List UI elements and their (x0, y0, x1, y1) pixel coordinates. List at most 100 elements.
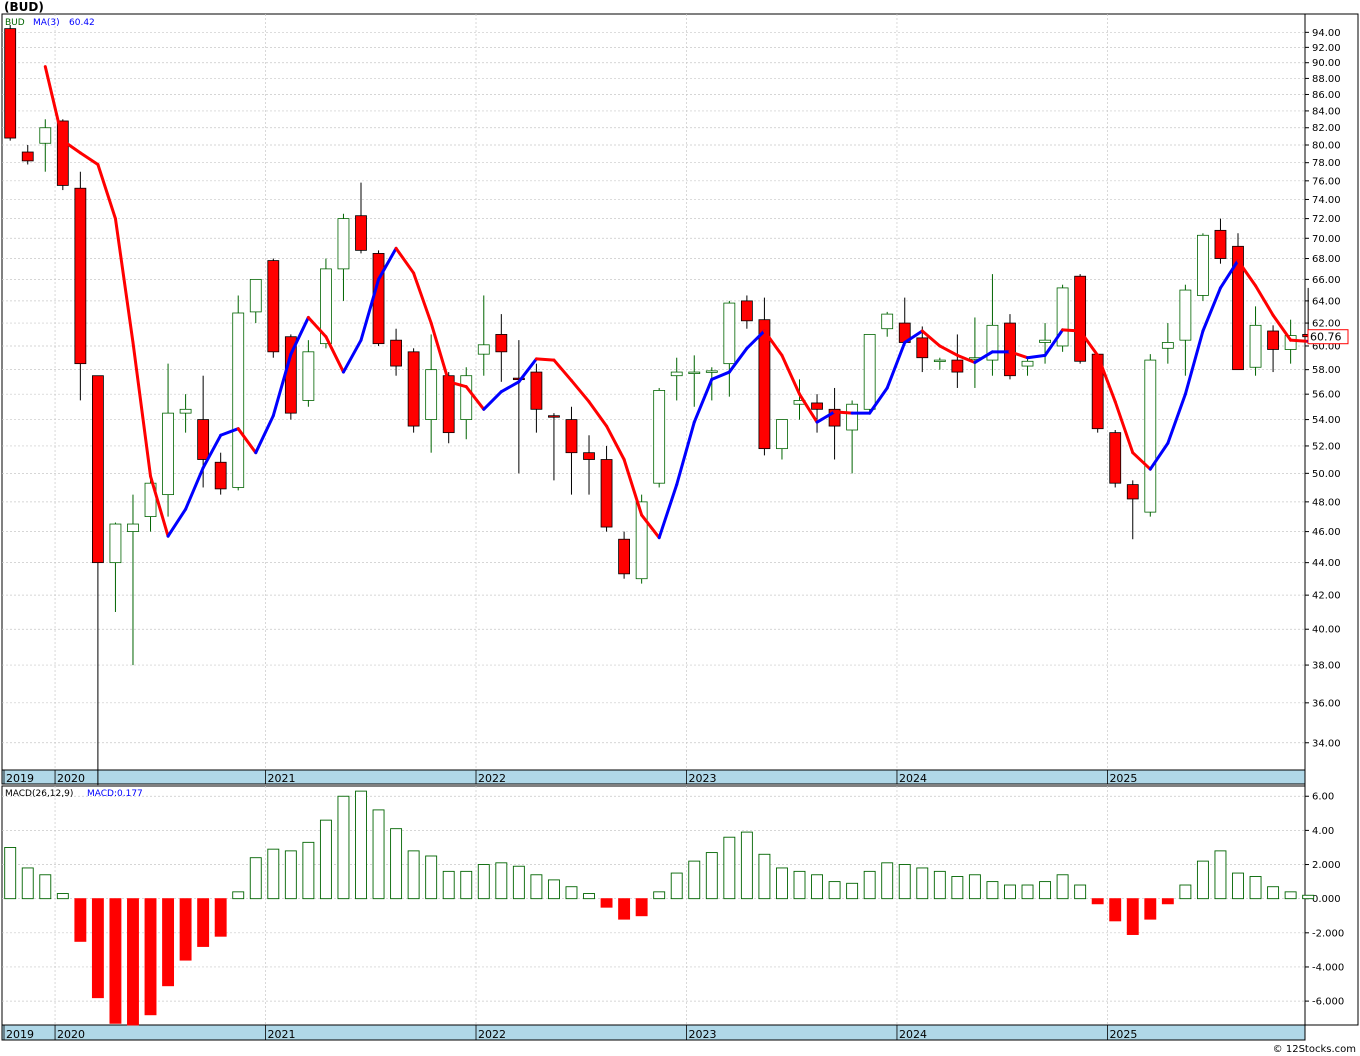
candle-up (705, 370, 718, 373)
macd-bar-positive (21, 867, 34, 900)
year-tick-label: 2022 (478, 1028, 506, 1041)
price-tick-label: 86.00 (1312, 90, 1341, 101)
price-tick-label: 50.00 (1312, 469, 1341, 480)
price-tick-label: 54.00 (1312, 415, 1341, 426)
macd-bar-negative (618, 898, 631, 920)
macd-bar-negative (1126, 898, 1139, 935)
macd-bar-positive (337, 795, 350, 900)
ma-segment (1236, 259, 1258, 288)
macd-bar-positive (56, 893, 69, 900)
candle-down (1074, 275, 1087, 362)
price-tick-label: 92.00 (1312, 43, 1341, 54)
macd-bar-positive (670, 872, 683, 900)
candle-down (740, 300, 753, 322)
candle-up (232, 312, 245, 488)
macd-bar-positive (547, 879, 560, 900)
candle-down (1109, 432, 1122, 484)
price-tick-label: 72.00 (1312, 214, 1341, 225)
price-tick-label: 80.00 (1312, 140, 1341, 151)
macd-bar-positive (355, 790, 367, 900)
ma-segment (1061, 328, 1082, 333)
macd-bar-negative (1161, 898, 1174, 905)
candle-up (1179, 289, 1192, 341)
candle-up (179, 408, 192, 414)
candle-down (1232, 245, 1244, 371)
macd-bar-positive (968, 874, 981, 900)
price-tick-label: 74.00 (1312, 195, 1341, 206)
ma-segment (640, 513, 661, 540)
candle-down (828, 408, 841, 427)
macd-bar-positive (284, 850, 297, 900)
candle-down (495, 334, 508, 353)
ma-segment (289, 315, 310, 356)
macd-bar-positive (705, 852, 718, 900)
price-tick-label: 36.00 (1312, 698, 1341, 709)
macd-tick-label: 2.000 (1312, 860, 1341, 871)
macd-bar-positive (776, 867, 788, 900)
price-tick-label: 52.00 (1312, 441, 1341, 452)
macd-bar-positive (390, 828, 403, 900)
ma-segment (798, 392, 819, 424)
macd-bar-positive (39, 874, 52, 900)
ma-segment (1201, 286, 1222, 333)
candle-up (109, 523, 122, 564)
macd-bar-positive (740, 831, 753, 900)
candle-down (92, 375, 104, 564)
ma-segment (534, 357, 556, 362)
ma-segment (201, 433, 223, 470)
legend-macd-value: MACD:0.177 (87, 789, 143, 799)
macd-bar-positive (916, 867, 929, 900)
price-tick-label: 82.00 (1312, 123, 1341, 134)
ma-segment (166, 507, 188, 538)
macd-bar-negative (179, 898, 192, 961)
ma-segment (306, 315, 328, 339)
legend-ticker: BUD (5, 18, 25, 28)
candle-up (460, 375, 473, 420)
candle-up (39, 127, 52, 144)
macd-bar-positive (863, 870, 876, 900)
price-tick-label: 60.00 (1312, 341, 1341, 352)
macd-bar-positive (425, 855, 438, 900)
year-tick-label: 2019 (6, 772, 34, 785)
macd-bar-negative (1144, 898, 1157, 920)
candle-down (442, 375, 455, 434)
ma-segment (61, 139, 82, 155)
macd-bar-positive (1179, 884, 1192, 900)
candle-up (723, 302, 736, 365)
macd-bar-positive (1074, 884, 1087, 900)
macd-bar-positive (793, 870, 806, 900)
price-tick-label: 46.00 (1312, 527, 1341, 538)
ma-segment (1008, 350, 1030, 360)
macd-tick-label: 0.000 (1312, 894, 1341, 905)
candle-up (688, 371, 701, 374)
candle-up (1249, 324, 1262, 368)
price-tick-label: 56.00 (1312, 390, 1341, 401)
macd-bar-negative (214, 898, 227, 937)
macd-bar-negative (635, 898, 648, 917)
candle-down (1004, 322, 1016, 377)
ma-segment (1078, 329, 1100, 357)
macd-bar-positive (758, 853, 771, 900)
candle-down (372, 253, 385, 345)
candle-up (776, 419, 788, 450)
ma-segment (605, 424, 626, 462)
candle-up (1197, 234, 1209, 296)
year-tick-label: 2020 (57, 772, 85, 785)
macd-bar-positive (688, 860, 701, 900)
candle-up (986, 324, 999, 361)
macd-bar-positive (653, 891, 666, 900)
candle-up (302, 351, 315, 401)
ma-segment (657, 483, 679, 540)
macd-bar-positive (372, 809, 385, 900)
price-tick-label: 44.00 (1312, 558, 1341, 569)
macd-bar-positive (530, 874, 543, 900)
ma-segment (1254, 284, 1275, 317)
ma-segment (1218, 259, 1240, 290)
ma-segment (1289, 338, 1310, 343)
ma-segment (499, 380, 521, 394)
macd-tick-label: -6.000 (1312, 997, 1344, 1008)
ma-segment (412, 271, 433, 325)
macd-bar-negative (197, 898, 210, 947)
ma-segment (1096, 353, 1117, 404)
candle-down (197, 419, 210, 460)
